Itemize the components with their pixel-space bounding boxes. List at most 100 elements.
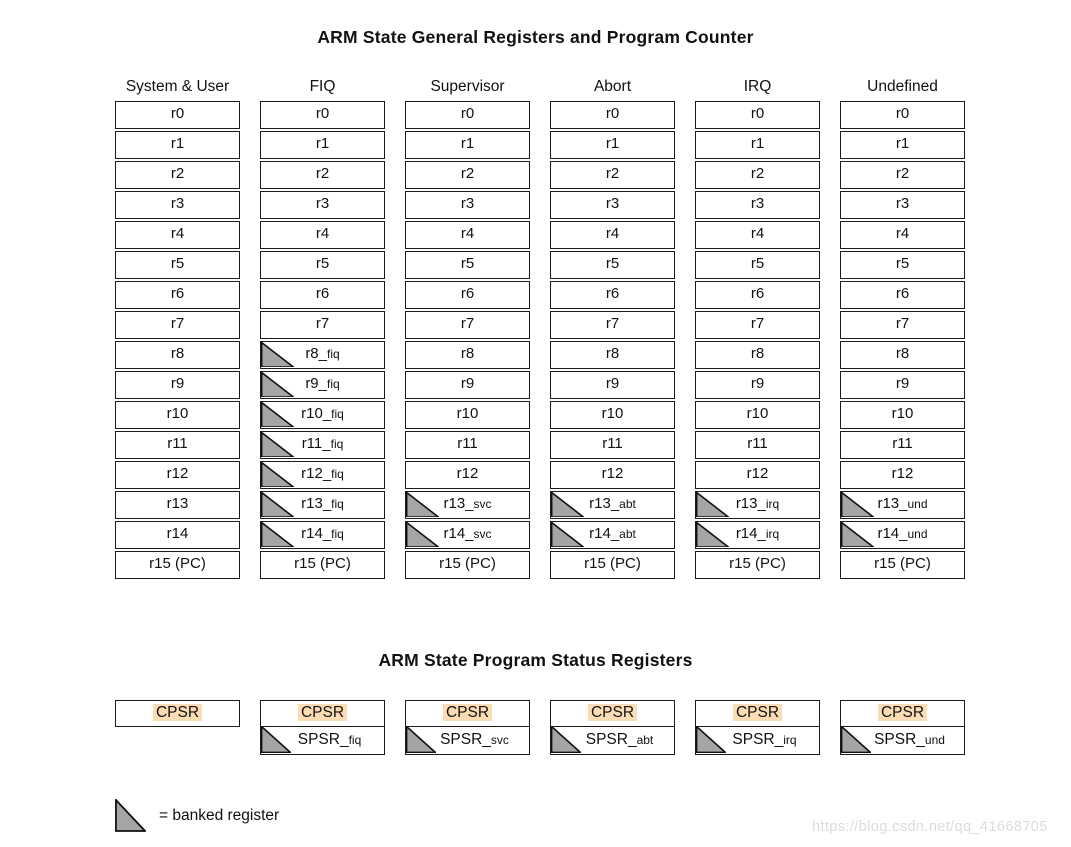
legend: = banked register <box>115 799 279 832</box>
register-suffix: fiq <box>331 407 344 421</box>
register-label: r0 <box>460 105 475 122</box>
column-header-system-user: System & User <box>125 78 230 95</box>
register-label: r8 <box>460 345 475 362</box>
register-cell-r8: r8 <box>695 341 820 369</box>
register-cell-r13-svc: r13_svc <box>405 491 530 519</box>
register-cell-r10: r10 <box>405 401 530 429</box>
spsr-label: SPSR_ <box>874 730 925 748</box>
register-cell-r14-fiq: r14_fiq <box>260 521 385 549</box>
register-cell-r14: r14 <box>115 521 240 549</box>
cpsr-label: CPSR <box>587 704 638 721</box>
register-label: r7 <box>315 315 330 332</box>
register-label: r7 <box>750 315 765 332</box>
register-label: r14_ <box>735 525 766 542</box>
banked-triangle-icon <box>551 726 581 753</box>
register-cell-r3: r3 <box>840 191 965 219</box>
register-cell-r4: r4 <box>405 221 530 249</box>
banked-triangle-icon <box>261 492 294 518</box>
banked-triangle-icon <box>115 799 146 832</box>
register-label: r8 <box>750 345 765 362</box>
register-label: r6 <box>605 285 620 302</box>
register-label: r6 <box>460 285 475 302</box>
register-cell-r8: r8 <box>115 341 240 369</box>
register-label: r12 <box>601 465 624 482</box>
register-cell-r15-pc: r15 (PC) <box>550 551 675 579</box>
general-registers-title: ARM State General Registers and Program … <box>317 27 754 47</box>
spsr-cell-spsr-irq: SPSR_irq <box>695 725 820 755</box>
register-label: r15 (PC) <box>294 555 351 572</box>
register-label: r6 <box>750 285 765 302</box>
register-label: r5 <box>895 255 910 272</box>
register-label: r4 <box>605 225 620 242</box>
register-label: r15 (PC) <box>729 555 786 572</box>
banked-triangle-icon <box>261 462 294 488</box>
register-cell-r14-und: r14_und <box>840 521 965 549</box>
register-label: r2 <box>170 165 185 182</box>
register-label: r11 <box>167 435 188 452</box>
cpsr-cell: CPSR <box>260 700 385 727</box>
register-cell-r6: r6 <box>260 281 385 309</box>
register-label: r4 <box>895 225 910 242</box>
spsr-label: SPSR_ <box>585 730 637 748</box>
register-cell-r11: r11 <box>840 431 965 459</box>
register-label: r14_ <box>589 525 620 542</box>
register-cell-r7: r7 <box>260 311 385 339</box>
register-label: r9 <box>750 375 765 392</box>
register-label: r3 <box>315 195 330 212</box>
register-label: r7 <box>170 315 185 332</box>
register-label: r3 <box>605 195 620 212</box>
register-cell-r5: r5 <box>695 251 820 279</box>
register-cell-r4: r4 <box>840 221 965 249</box>
register-label: r7 <box>605 315 620 332</box>
register-cell-r4: r4 <box>260 221 385 249</box>
register-label: r4 <box>750 225 765 242</box>
register-cell-r0: r0 <box>840 101 965 129</box>
register-cell-r11: r11 <box>695 431 820 459</box>
register-label: r10 <box>166 405 189 422</box>
register-label: r7 <box>895 315 910 332</box>
register-cell-r5: r5 <box>550 251 675 279</box>
cpsr-cell: CPSR <box>840 700 965 727</box>
register-cell-r6: r6 <box>550 281 675 309</box>
register-cell-r5: r5 <box>115 251 240 279</box>
banked-triangle-icon <box>406 492 439 518</box>
column-header-abort: Abort <box>593 78 632 95</box>
register-cell-r12: r12 <box>405 461 530 489</box>
register-cell-r15-pc: r15 (PC) <box>695 551 820 579</box>
register-cell-r2: r2 <box>405 161 530 189</box>
register-suffix: fiq <box>331 467 344 481</box>
banked-triangle-icon <box>261 522 294 548</box>
register-label: r8 <box>170 345 185 362</box>
legend-label: = banked register <box>159 806 280 824</box>
register-cell-r0: r0 <box>550 101 675 129</box>
column-header-supervisor: Supervisor <box>430 78 505 95</box>
cpsr-cell: CPSR <box>115 700 240 727</box>
register-cell-r12: r12 <box>115 461 240 489</box>
register-label: r3 <box>895 195 910 212</box>
register-label: r4 <box>315 225 330 242</box>
register-cell-r7: r7 <box>115 311 240 339</box>
cpsr-label: CPSR <box>297 704 348 721</box>
register-suffix: fiq <box>331 527 344 541</box>
register-label: r11 <box>602 435 623 452</box>
register-cell-r15-pc: r15 (PC) <box>115 551 240 579</box>
cpsr-cell: CPSR <box>550 700 675 727</box>
register-cell-r3: r3 <box>695 191 820 219</box>
register-cell-r12: r12 <box>695 461 820 489</box>
register-label: r13_ <box>301 495 332 512</box>
banked-triangle-icon <box>261 432 294 458</box>
register-label: r0 <box>315 105 330 122</box>
register-label: r12_ <box>301 465 332 482</box>
register-label: r11_ <box>301 435 331 452</box>
register-label: r9 <box>170 375 185 392</box>
register-cell-r9: r9 <box>115 371 240 399</box>
register-cell-r12: r12 <box>840 461 965 489</box>
register-label: r4 <box>170 225 185 242</box>
register-label: r1 <box>170 135 185 152</box>
register-cell-r3: r3 <box>115 191 240 219</box>
spsr-label: SPSR_ <box>297 730 349 748</box>
register-label: r5 <box>170 255 185 272</box>
banked-triangle-icon <box>261 402 294 428</box>
banked-triangle-icon <box>551 492 584 518</box>
register-cell-r3: r3 <box>260 191 385 219</box>
